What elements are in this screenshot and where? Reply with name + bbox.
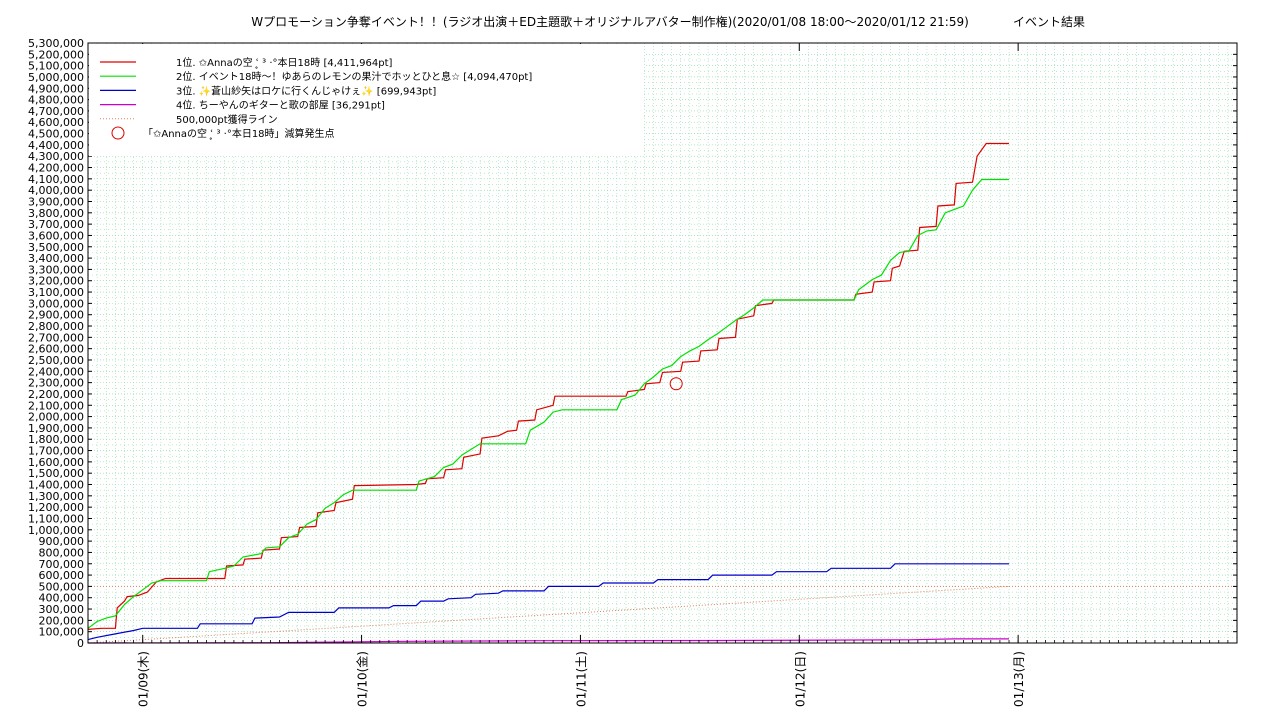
y-tick-label: 3,300,000 [28, 263, 84, 276]
marker-layer [669, 377, 683, 391]
legend-label: 2位. イベント18時〜！ゆあらのレモンの果汁でホッとひと息☆ [4,094,4… [176, 70, 532, 83]
y-tick-label: 2,800,000 [28, 320, 84, 333]
y-tick-label: 1,300,000 [28, 490, 84, 503]
y-tick-label: 100,000 [39, 626, 85, 639]
y-tick-label: 3,400,000 [28, 252, 84, 265]
y-tick-label: 4,600,000 [28, 116, 84, 129]
y-tick-label: 4,300,000 [28, 150, 84, 163]
y-tick-label: 500,000 [39, 580, 85, 593]
x-tick-label: 01/11(土) [574, 651, 588, 707]
y-tick-label: 1,100,000 [28, 512, 84, 525]
y-tick-label: 3,800,000 [28, 207, 84, 220]
y-tick-label: 2,200,000 [28, 388, 84, 401]
y-tick-label: 3,100,000 [28, 286, 84, 299]
x-tick-label: 01/09(木) [137, 651, 151, 707]
y-tick-label: 4,400,000 [28, 139, 84, 152]
y-tick-label: 1,600,000 [28, 456, 84, 469]
y-tick-label: 4,000,000 [28, 184, 84, 197]
threshold-line [87, 585, 1010, 644]
series-line-1 [87, 142, 1009, 630]
decrease-marker [669, 377, 683, 391]
legend-label: 「✩Annaの空 ʿ̥ ³ ·°本日18時」減算発生点 [143, 127, 335, 140]
y-tick-label: 5,100,000 [28, 60, 84, 73]
y-tick-label: 1,900,000 [28, 422, 84, 435]
y-tick-label: 1,400,000 [28, 479, 84, 492]
y-tick-label: 2,500,000 [28, 354, 84, 367]
y-tick-label: 1,800,000 [28, 433, 84, 446]
y-tick-label: 5,300,000 [28, 37, 84, 50]
y-tick-label: 0 [77, 637, 84, 650]
legend: 1位. ✩Annaの空 ʿ̥ ³ ·°本日18時 [4,411,964pt]2位… [89, 44, 644, 156]
x-axis: 01/09(木) 01/10(金) 01/11(土) 01/12(日) 01/13(月) [87, 43, 1238, 707]
y-tick-label: 1,200,000 [28, 501, 84, 514]
y-tick-label: 4,900,000 [28, 82, 84, 95]
series-line-4 [87, 638, 1009, 644]
y-tick-label: 4,200,000 [28, 162, 84, 175]
y-tick-label: 4,100,000 [28, 173, 84, 186]
y-tick-label: 2,900,000 [28, 309, 84, 322]
y-tick-label: 700,000 [39, 558, 85, 571]
y-tick-label: 5,200,000 [28, 48, 84, 61]
y-tick-label: 4,800,000 [28, 94, 84, 107]
threshold-line [87, 585, 1237, 644]
legend-swatch [111, 126, 125, 140]
x-tick-label: 01/10(金) [355, 651, 370, 707]
y-tick-label: 4,700,000 [28, 105, 84, 118]
series-line-2 [87, 178, 1009, 629]
y-tick-label: 2,300,000 [28, 377, 84, 390]
y-tick-label: 2,100,000 [28, 399, 84, 412]
y-tick-label: 2,000,000 [28, 411, 84, 424]
y-tick-label: 400,000 [39, 592, 85, 605]
x-tick-label: 01/12(日) [793, 651, 807, 707]
y-tick-label: 800,000 [39, 546, 85, 559]
y-tick-label: 3,900,000 [28, 195, 84, 208]
chart-title: Wプロモーション争奪イベント！！(ラジオ出演＋ED主題歌＋オリジナルアバター制作… [251, 14, 969, 29]
y-tick-label: 200,000 [39, 614, 85, 627]
x-tick-label: 01/13(月) [1012, 651, 1026, 707]
y-tick-label: 2,400,000 [28, 365, 84, 378]
y-axis: 0100,000200,000300,000400,000500,000600,… [28, 37, 1237, 650]
y-tick-label: 900,000 [39, 535, 85, 548]
y-tick-label: 3,000,000 [28, 297, 84, 310]
y-tick-label: 300,000 [39, 603, 85, 616]
y-tick-label: 5,000,000 [28, 71, 84, 84]
y-tick-label: 1,500,000 [28, 467, 84, 480]
y-tick-label: 600,000 [39, 569, 85, 582]
y-tick-label: 2,700,000 [28, 331, 84, 344]
y-tick-label: 3,600,000 [28, 229, 84, 242]
y-tick-label: 4,500,000 [28, 128, 84, 141]
series-line-3 [87, 563, 1009, 641]
chart-title-suffix: イベント結果 [1013, 15, 1085, 29]
legend-label: 500,000pt獲得ライン [176, 113, 278, 126]
legend-label: 4位. ちーやんのギターと歌の部屋 [36,291pt] [176, 99, 385, 112]
y-tick-label: 1,000,000 [28, 524, 84, 537]
y-tick-label: 3,200,000 [28, 275, 84, 288]
legend-label: 3位. ✨蒼山紗矢はロケに行くんじゃけぇ✨ [699,943pt] [176, 84, 436, 97]
y-tick-label: 3,500,000 [28, 241, 84, 254]
legend-label: 1位. ✩Annaの空 ʿ̥ ³ ·°本日18時 [4,411,964pt] [176, 56, 393, 69]
y-tick-label: 2,600,000 [28, 343, 84, 356]
y-tick-label: 3,700,000 [28, 218, 84, 231]
legend-box [89, 44, 644, 156]
y-tick-label: 1,700,000 [28, 445, 84, 458]
